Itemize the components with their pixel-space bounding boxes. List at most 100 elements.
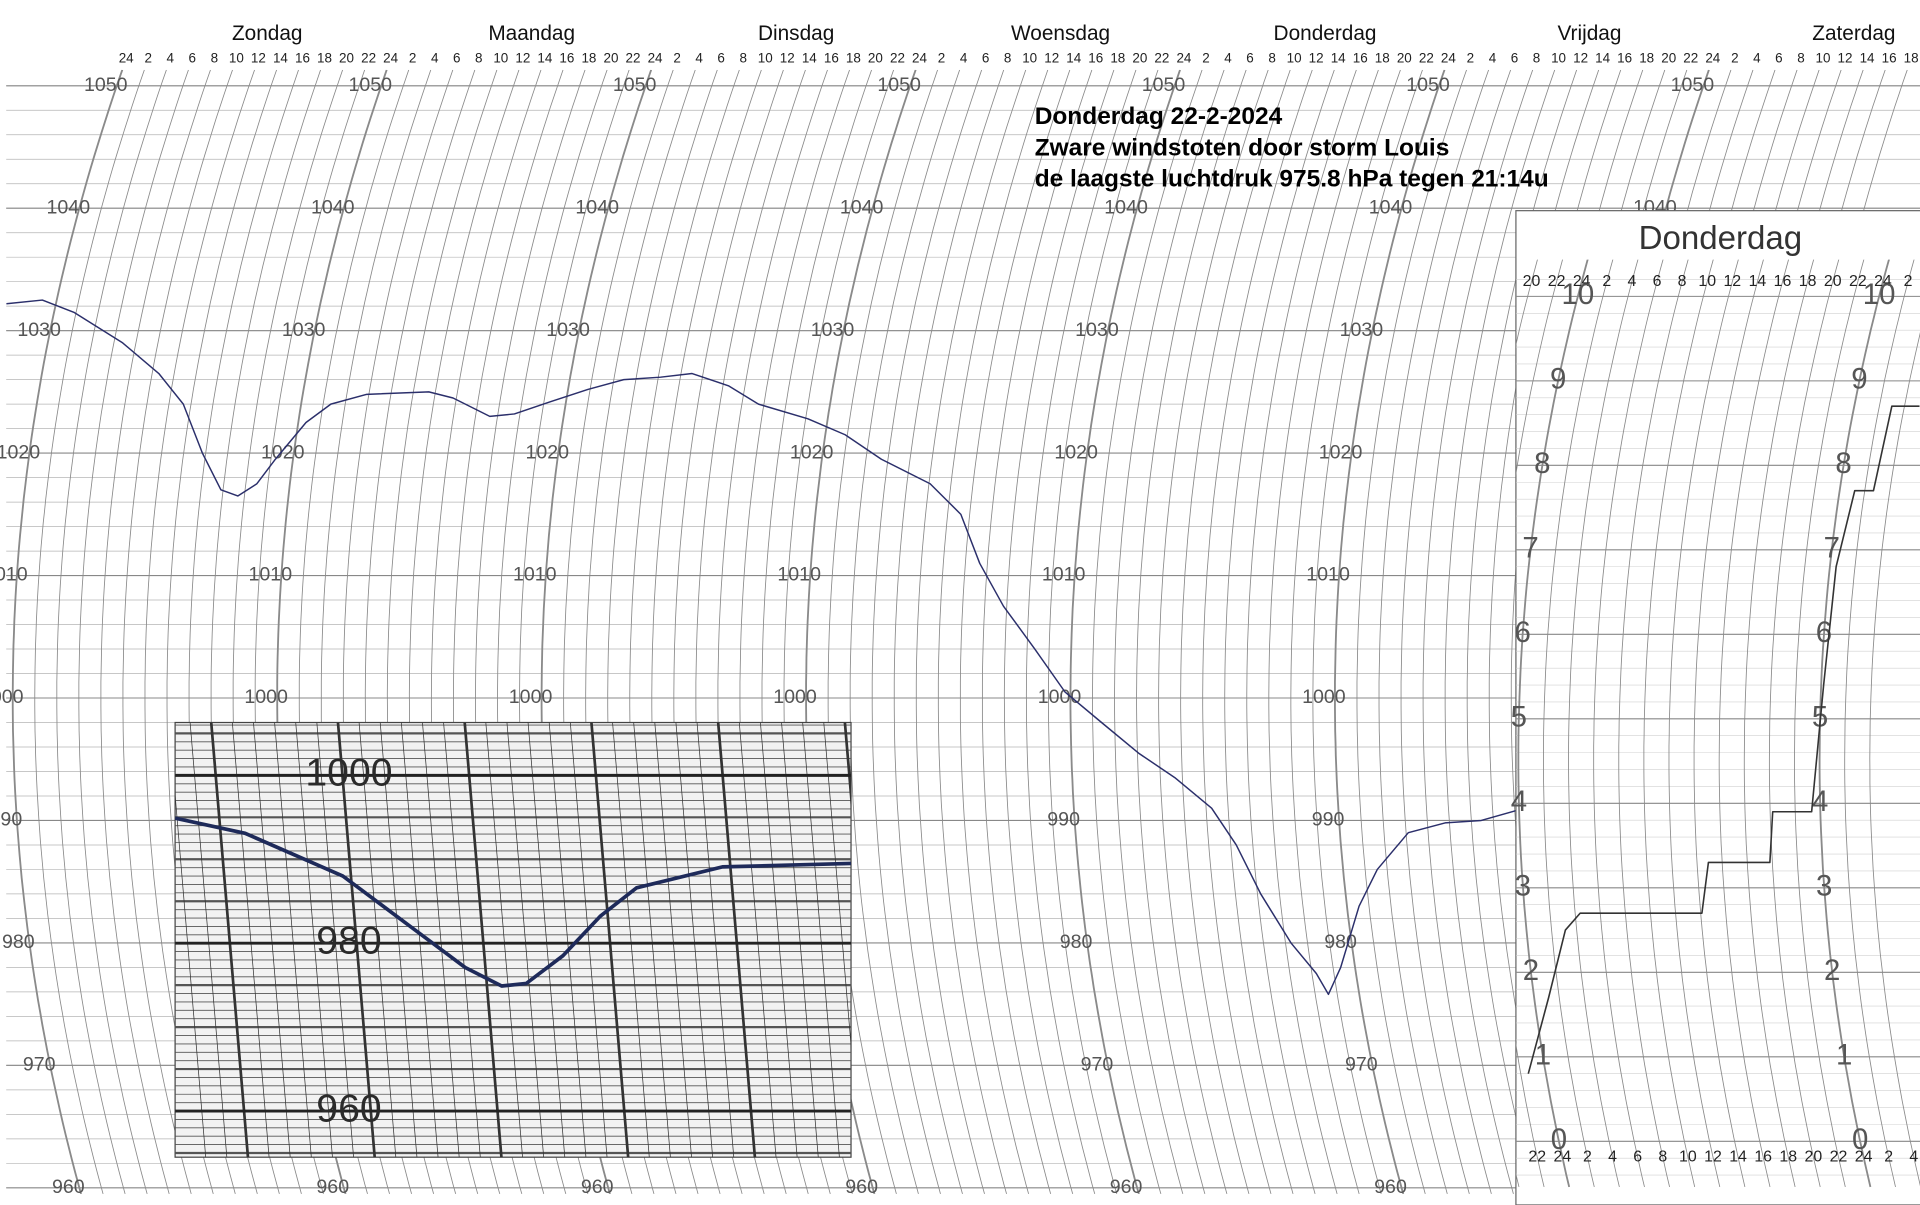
grid-line: [1568, 259, 1639, 1188]
slanted-line: [209, 722, 250, 1158]
y-tick-label: 960: [581, 1176, 614, 1198]
y-tick-label: 1050: [877, 74, 921, 96]
x-tick-label: 10: [758, 50, 773, 65]
x-tick-label: 2: [1731, 50, 1738, 65]
x-tick-label: 24: [1573, 273, 1591, 290]
x-tick-label: 2: [1583, 1148, 1592, 1165]
x-tick-label: 24: [1705, 50, 1720, 65]
grid-line: [1003, 69, 1115, 1194]
slanted-line: [506, 722, 545, 1158]
x-tick-label: 12: [251, 50, 266, 65]
x-tick-label: 16: [1353, 50, 1368, 65]
x-tick-label: 18: [1110, 50, 1125, 65]
y-tick-label: 1040: [1369, 196, 1413, 218]
y-tick-label: 1000: [1302, 686, 1346, 708]
x-tick-label: 4: [1753, 50, 1761, 65]
x-tick-label: 22: [1528, 1148, 1546, 1165]
grid-line: [827, 69, 938, 1194]
y-tick-label: 9: [1851, 363, 1867, 396]
annotation: de laagste luchtdruk 975.8 hPa tegen 21:…: [1035, 166, 1549, 193]
y-tick-label: 960: [316, 1176, 349, 1198]
grid-line: [1515, 259, 1563, 1188]
x-tick-label: 2: [1467, 50, 1474, 65]
x-tick-label: 20: [1132, 50, 1147, 65]
x-tick-label: 16: [295, 50, 310, 65]
x-tick-label: 10: [229, 50, 244, 65]
x-tick-label: 4: [1224, 50, 1232, 65]
x-tick-label: 4: [1627, 273, 1636, 290]
x-tick-label: 8: [1797, 50, 1804, 65]
y-tick-label: 2: [1523, 954, 1539, 987]
slanted-line: [716, 722, 757, 1158]
x-tick-label: 22: [1154, 50, 1169, 65]
y-tick-label: 5: [1511, 701, 1527, 734]
y-tick-label: 1010: [1306, 564, 1350, 586]
x-tick-label: 20: [868, 50, 883, 65]
slanted-line: [527, 722, 566, 1158]
y-tick-label: 980: [2, 931, 35, 953]
slanted-line: [274, 722, 312, 1158]
y-tick-label: 7: [1522, 532, 1538, 565]
y-tick-label: 1010: [0, 564, 28, 586]
x-tick-label: 22: [626, 50, 641, 65]
y-tick-label: 960: [52, 1176, 85, 1198]
grid-line: [1136, 69, 1247, 1194]
day-label: Dinsdag: [758, 22, 834, 45]
slanted-line: [379, 722, 418, 1158]
grid-line: [1743, 259, 1815, 1188]
grid-line: [937, 69, 1049, 1194]
slanted-line: [760, 722, 798, 1158]
x-tick-label: 24: [1855, 1148, 1873, 1165]
y-tick-label: 2: [1824, 954, 1840, 987]
y-tick-label: 1050: [348, 74, 392, 96]
y-tick-label: 1000: [0, 686, 24, 708]
grid-line: [34, 69, 145, 1194]
grid-line: [122, 69, 233, 1194]
x-tick-label: 12: [1704, 1148, 1722, 1165]
grid-line: [1268, 69, 1379, 1194]
x-tick-label: 24: [912, 50, 927, 65]
grid-line: [1378, 69, 1490, 1194]
x-tick-label: 2: [938, 50, 945, 65]
grid-line: [100, 69, 211, 1194]
x-tick-label: 6: [717, 50, 724, 65]
slanted-line: [654, 722, 692, 1158]
x-tick-label: 10: [1679, 1148, 1697, 1165]
y-tick-label: 1020: [0, 441, 40, 463]
grid-line: [1643, 259, 1714, 1188]
x-tick-label: 10: [1698, 273, 1716, 290]
grid-line: [78, 69, 189, 1194]
x-tick-label: 8: [1658, 1148, 1667, 1165]
x-tick-label: 24: [1176, 50, 1191, 65]
slanted-line: [400, 722, 439, 1158]
y-tick-label: 1010: [249, 564, 293, 586]
grid-line: [1025, 69, 1137, 1194]
slanted-line: [802, 722, 840, 1158]
zoom-chart: 960 980 1000: [174, 721, 852, 1158]
x-tick-label: 16: [1617, 50, 1632, 65]
x-tick-label: 6: [1653, 273, 1662, 290]
grid-line: [56, 69, 167, 1194]
x-tick-label: 14: [1729, 1148, 1747, 1165]
x-tick-label: 18: [1779, 1148, 1797, 1165]
grid-line: [1693, 259, 1764, 1188]
y-tick-label: 0: [1551, 1123, 1567, 1156]
slanted-line: [738, 722, 777, 1158]
slanted-line: [696, 722, 735, 1158]
annotation: Donderdag 22-2-2024: [1035, 103, 1283, 130]
x-tick-label: 8: [211, 50, 218, 65]
slanted-line: [295, 722, 333, 1158]
grid-line: [1312, 69, 1423, 1194]
y-tick-label: 1030: [17, 319, 61, 341]
x-tick-label: 8: [739, 50, 746, 65]
y-tick-label: 10: [1863, 278, 1896, 311]
x-tick-label: 10: [1022, 50, 1037, 65]
grid-line: [849, 69, 961, 1194]
x-tick-label: 20: [1661, 50, 1676, 65]
x-tick-label: 18: [317, 50, 332, 65]
slanted-line: [231, 722, 270, 1158]
x-tick-label: 22: [1419, 50, 1434, 65]
x-tick-label: 2: [673, 50, 680, 65]
y-tick-label: 980: [1324, 931, 1357, 953]
